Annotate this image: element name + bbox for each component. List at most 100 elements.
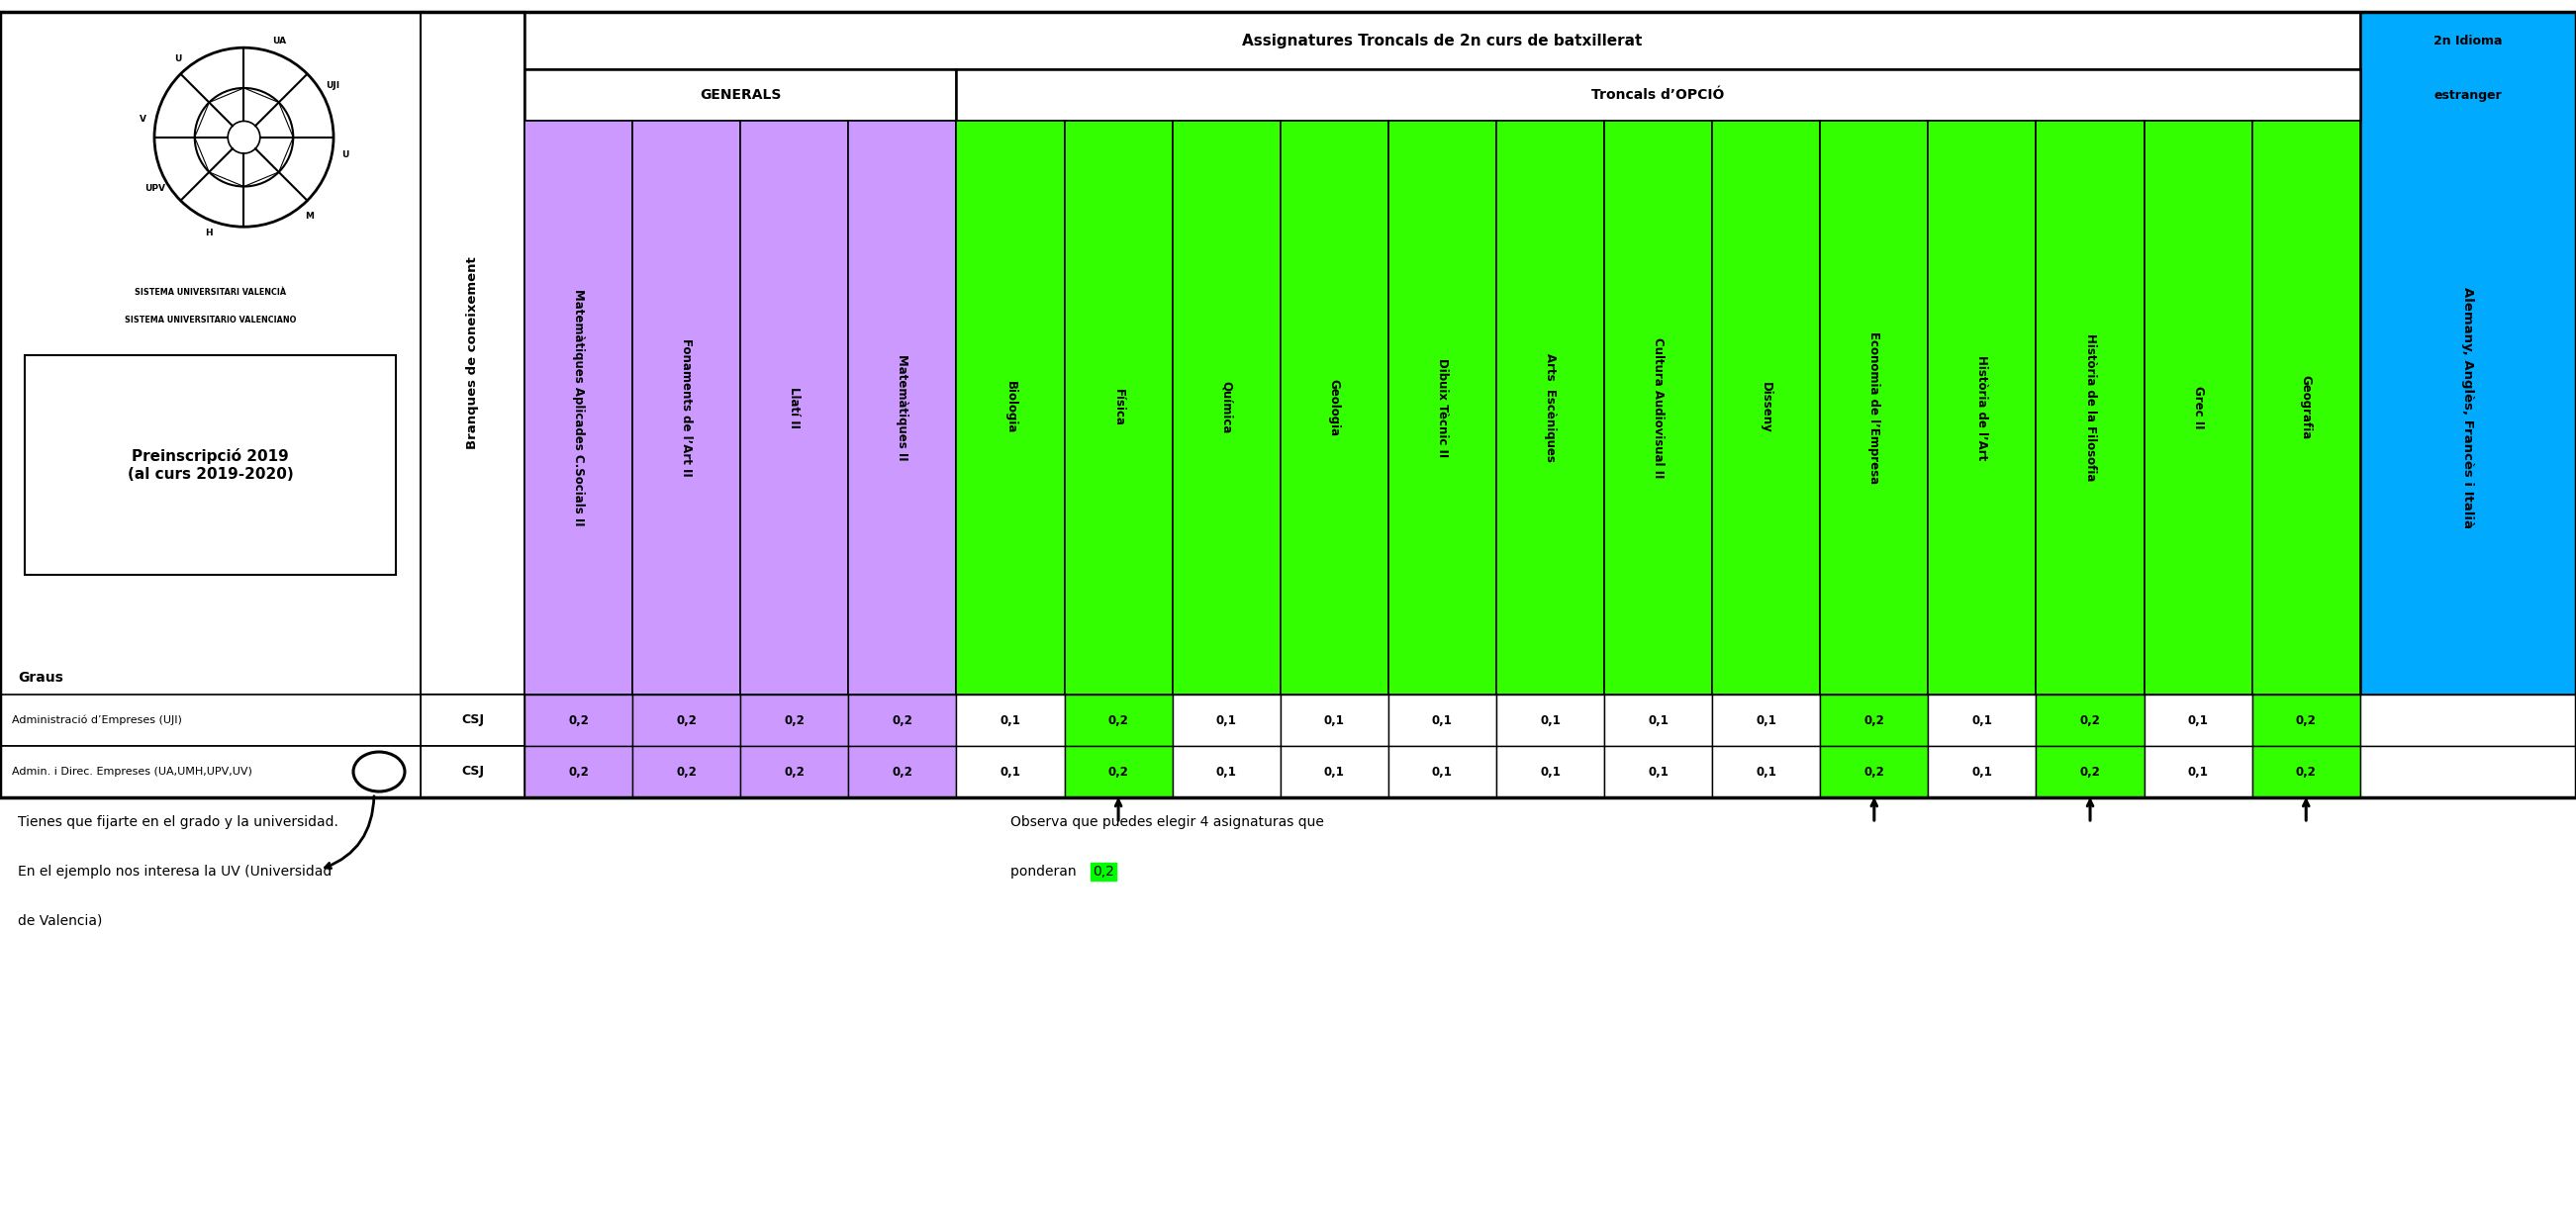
- Text: ponderan: ponderan: [1010, 864, 1082, 879]
- Text: 0,2: 0,2: [783, 765, 804, 779]
- Bar: [526, 12, 2360, 69]
- Text: UJI: UJI: [325, 81, 340, 91]
- Bar: [2143, 121, 2251, 694]
- Text: UA: UA: [273, 36, 286, 46]
- Text: de Valencia): de Valencia): [18, 914, 103, 929]
- Text: 0,1: 0,1: [1649, 765, 1669, 779]
- Text: 0,2: 0,2: [675, 713, 696, 727]
- Text: U: U: [175, 54, 183, 63]
- Text: Matemàtiques Aplicades C.Socials II: Matemàtiques Aplicades C.Socials II: [572, 289, 585, 526]
- Text: 0,1: 0,1: [1757, 713, 1777, 727]
- Bar: [956, 121, 1064, 694]
- Text: En el ejemplo nos interesa la UV (Universidad: En el ejemplo nos interesa la UV (Univer…: [18, 864, 332, 879]
- Bar: [1929, 746, 2035, 798]
- Bar: [2143, 694, 2251, 746]
- Text: SISTEMA UNIVERSITARIO VALENCIANO: SISTEMA UNIVERSITARIO VALENCIANO: [124, 316, 296, 325]
- Bar: [2360, 12, 2576, 694]
- Text: M: M: [307, 212, 314, 220]
- Bar: [1388, 746, 1497, 798]
- Text: 0,1: 0,1: [2187, 765, 2208, 779]
- Bar: [1172, 121, 1280, 694]
- Bar: [526, 746, 634, 798]
- Text: 0,2: 0,2: [2079, 713, 2099, 727]
- Text: SISTEMA UNIVERSITARI VALENCIÀ: SISTEMA UNIVERSITARI VALENCIÀ: [134, 288, 286, 297]
- Text: 0,1: 0,1: [1540, 765, 1561, 779]
- Bar: [1713, 121, 1821, 694]
- Text: 0,2: 0,2: [2079, 765, 2099, 779]
- Text: Biologia: Biologia: [1005, 381, 1018, 434]
- Text: GENERALS: GENERALS: [701, 88, 781, 102]
- Text: Administració d’Empreses (UJI): Administració d’Empreses (UJI): [13, 715, 183, 725]
- Bar: [2143, 746, 2251, 798]
- Bar: [2251, 121, 2360, 694]
- Text: 0,1: 0,1: [999, 765, 1020, 779]
- Text: estranger: estranger: [2434, 88, 2501, 102]
- Bar: [956, 694, 1064, 746]
- Text: 0,2: 0,2: [783, 713, 804, 727]
- Text: 0,2: 0,2: [1092, 864, 1113, 879]
- Bar: [1713, 746, 1821, 798]
- Bar: [1821, 121, 1929, 694]
- Bar: [2251, 746, 2360, 798]
- Text: Tienes que fijarte en el grado y la universidad.: Tienes que fijarte en el grado y la univ…: [18, 815, 337, 829]
- Text: U: U: [340, 151, 348, 160]
- Text: Fonaments de l’Art II: Fonaments de l’Art II: [680, 339, 693, 476]
- Text: Branques de coneixement: Branques de coneixement: [466, 256, 479, 450]
- Text: 0,2: 0,2: [569, 765, 590, 779]
- Bar: [1821, 694, 1929, 746]
- Bar: [1605, 746, 1713, 798]
- Text: Disseny: Disseny: [1759, 382, 1772, 433]
- Bar: [1064, 694, 1172, 746]
- Text: Arts  Escèniques: Arts Escèniques: [1543, 353, 1556, 462]
- Text: 0,2: 0,2: [1108, 765, 1128, 779]
- Text: Geologia: Geologia: [1327, 378, 1340, 436]
- Text: 0,1: 0,1: [1324, 765, 1345, 779]
- Text: 0,1: 0,1: [1757, 765, 1777, 779]
- Text: Economia de l’Empresa: Economia de l’Empresa: [1868, 331, 1880, 484]
- Text: Història de l’Art: Història de l’Art: [1976, 355, 1989, 461]
- Text: 0,1: 0,1: [2187, 713, 2208, 727]
- Text: Llatí II: Llatí II: [788, 387, 801, 428]
- Bar: [634, 746, 739, 798]
- Bar: [0, 694, 420, 746]
- Text: Història de la Filosofia: Història de la Filosofia: [2084, 334, 2097, 481]
- Bar: [1497, 746, 1605, 798]
- Text: CSJ: CSJ: [461, 713, 484, 727]
- Bar: [2035, 694, 2143, 746]
- Bar: [1388, 121, 1497, 694]
- Text: H: H: [206, 229, 214, 238]
- Text: 0,1: 0,1: [1432, 713, 1453, 727]
- Bar: [0, 12, 2576, 798]
- Text: Alemany, Anglès, Francès i Italià: Alemany, Anglès, Francès i Italià: [2463, 287, 2476, 528]
- Text: Graus: Graus: [18, 671, 64, 684]
- Bar: [956, 69, 2360, 121]
- Text: 0,2: 0,2: [675, 765, 696, 779]
- Text: 0,1: 0,1: [1971, 713, 1991, 727]
- Text: Química: Química: [1221, 381, 1234, 434]
- Text: Física: Física: [1113, 389, 1126, 427]
- Text: 0,2: 0,2: [569, 713, 590, 727]
- Text: Preinscripció 2019
(al curs 2019-2020): Preinscripció 2019 (al curs 2019-2020): [126, 449, 294, 481]
- Bar: [1172, 694, 1280, 746]
- Text: 0,2: 0,2: [1108, 713, 1128, 727]
- Bar: [1929, 121, 2035, 694]
- Bar: [1497, 694, 1605, 746]
- Bar: [526, 69, 956, 121]
- Text: CSJ: CSJ: [461, 765, 484, 779]
- Bar: [848, 694, 956, 746]
- Bar: [1929, 694, 2035, 746]
- Text: 0,2: 0,2: [1865, 713, 1886, 727]
- Text: V: V: [139, 115, 147, 123]
- Bar: [1713, 694, 1821, 746]
- Bar: [0, 746, 420, 798]
- Text: 0,2: 0,2: [2295, 713, 2316, 727]
- Text: 2n Idioma: 2n Idioma: [2434, 34, 2501, 47]
- Bar: [2035, 121, 2143, 694]
- Text: Cultura Audiovisual II: Cultura Audiovisual II: [1651, 337, 1664, 478]
- Bar: [956, 746, 1064, 798]
- Text: Matemàtiques II: Matemàtiques II: [896, 354, 909, 461]
- Text: Admin. i Direc. Empreses (UA,UMH,UPV,UV): Admin. i Direc. Empreses (UA,UMH,UPV,UV): [13, 767, 252, 776]
- Text: 0,2: 0,2: [891, 765, 912, 779]
- Text: 0,1: 0,1: [1971, 765, 1991, 779]
- Text: 0,1: 0,1: [999, 713, 1020, 727]
